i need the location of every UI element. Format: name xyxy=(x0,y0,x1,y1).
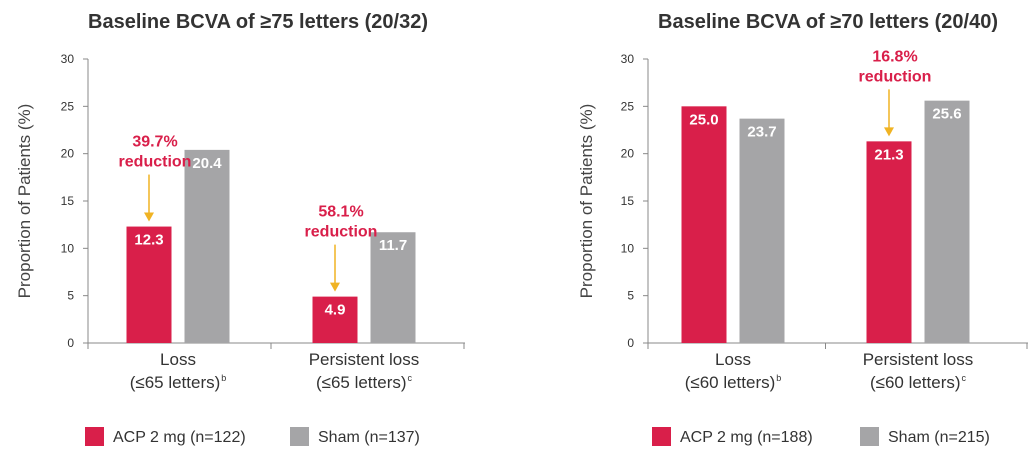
chart1-y-tick-label: 5 xyxy=(67,289,74,303)
chart2-y-tick-label: 0 xyxy=(627,336,634,350)
chart2-category-sublabel: (≤60 letters)c xyxy=(870,373,967,392)
chart1-y-tick-label: 30 xyxy=(61,52,75,66)
chart2-bar-value-label: 23.7 xyxy=(747,124,776,141)
chart2-category-sublabel: (≤60 letters)b xyxy=(685,373,782,392)
chart2-legend-swatch-acp xyxy=(652,427,671,446)
chart1-y-axis-label: Proportion of Patients (%) xyxy=(15,104,34,299)
chart2-y-tick-label: 5 xyxy=(627,289,634,303)
chart1-y-tick-label: 0 xyxy=(67,336,74,350)
chart1-category-label: Loss xyxy=(160,350,196,369)
chart2-arrow-head xyxy=(884,127,894,137)
chart1-bar-value-label: 12.3 xyxy=(134,232,163,249)
chart2-title: Baseline BCVA of ≥70 letters (20/40) xyxy=(658,11,998,33)
chart1-reduction-percent: 39.7% xyxy=(132,134,177,151)
chart1-bar-value-label: 4.9 xyxy=(325,302,346,319)
chart1-title: Baseline BCVA of ≥75 letters (20/32) xyxy=(88,11,428,33)
chart1-acp-bar xyxy=(126,226,172,343)
chart1-bar-value-label: 20.4 xyxy=(192,155,222,172)
chart1-legend-label-sham: Sham (n=137) xyxy=(318,429,420,446)
chart1-sham-bar xyxy=(184,149,230,343)
chart1-legend-swatch-sham xyxy=(290,427,309,446)
chart1-category-sublabel: (≤65 letters)c xyxy=(316,373,413,392)
chart1-y-tick-label: 15 xyxy=(61,194,75,208)
chart1-y-tick-label: 20 xyxy=(61,147,75,161)
chart1-bar-value-label: 11.7 xyxy=(379,237,407,254)
chart1-reduction-label: reduction xyxy=(119,154,192,171)
chart1-category-label: Persistent loss xyxy=(309,350,420,369)
chart1-legend-label-acp: ACP 2 mg (n=122) xyxy=(113,429,246,446)
chart1-y-tick-label: 25 xyxy=(61,99,75,113)
chart2-y-axis-label: Proportion of Patients (%) xyxy=(577,104,596,299)
chart2-category-label: Loss xyxy=(715,350,751,369)
chart1-reduction-label: reduction xyxy=(305,224,378,241)
chart2-bar-value-label: 21.3 xyxy=(874,146,903,163)
chart1-arrow-head xyxy=(330,282,340,292)
chart2-sham-bar xyxy=(924,100,970,343)
chart2-category-label: Persistent loss xyxy=(863,350,974,369)
chart1-acp-bar xyxy=(312,296,358,343)
chart2-legend-swatch-sham xyxy=(860,427,879,446)
chart1-y-tick-label: 10 xyxy=(61,241,75,255)
chart2-legend-label-sham: Sham (n=215) xyxy=(888,429,990,446)
chart2-y-tick-label: 10 xyxy=(621,241,635,255)
chart2-reduction-percent: 16.8% xyxy=(872,48,917,65)
chart1-category-sublabel: (≤65 letters)b xyxy=(130,373,227,392)
chart2-bar-value-label: 25.0 xyxy=(689,111,718,128)
chart2-y-tick-label: 30 xyxy=(621,52,635,66)
chart1-arrow-head xyxy=(144,212,154,222)
chart2-acp-bar xyxy=(681,106,727,343)
chart2-y-tick-label: 20 xyxy=(621,147,635,161)
chart2-acp-bar xyxy=(866,141,912,343)
chart2-sham-bar xyxy=(739,118,785,343)
chart2-y-tick-label: 25 xyxy=(621,99,635,113)
chart1-reduction-percent: 58.1% xyxy=(318,204,363,221)
chart2-reduction-label: reduction xyxy=(859,68,932,85)
chart1-sham-bar xyxy=(370,232,416,343)
chart2-y-tick-label: 15 xyxy=(621,194,635,208)
chart2-bar-value-label: 25.6 xyxy=(932,106,961,123)
chart1-legend-swatch-acp xyxy=(85,427,104,446)
chart2-legend-label-acp: ACP 2 mg (n=188) xyxy=(680,429,813,446)
